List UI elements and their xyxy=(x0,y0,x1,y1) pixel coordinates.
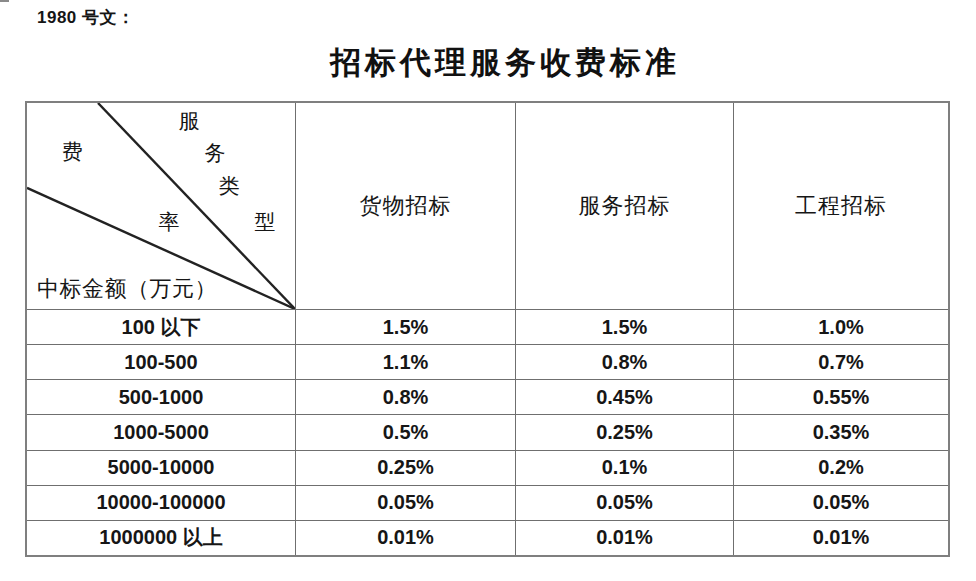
rate-cell: 0.25% xyxy=(515,414,733,449)
rate-cell: 0.2% xyxy=(733,450,948,485)
column-header-works-bidding: 工程招标 xyxy=(733,103,948,309)
corner-label-service-type-char: 服 xyxy=(178,110,200,132)
rate-cell: 0.45% xyxy=(515,379,733,414)
corner-label-fee-rate-char: 费 xyxy=(61,141,83,163)
rate-cell: 0.05% xyxy=(295,485,515,520)
table-corner-cell: 服 务 类 型 费 率 中标金额（万元） xyxy=(27,103,295,309)
corner-label-service-type-char: 型 xyxy=(254,211,276,233)
scan-artifact-mark xyxy=(0,0,9,2)
rate-cell: 0.1% xyxy=(515,450,733,485)
rate-cell: 0.25% xyxy=(295,450,515,485)
column-header-goods-bidding: 货物招标 xyxy=(295,103,515,309)
rate-cell: 1.5% xyxy=(295,309,515,344)
rate-cell: 1.5% xyxy=(515,309,733,344)
row-range-cell: 1000-5000 xyxy=(27,414,295,449)
rate-cell: 0.7% xyxy=(733,344,948,379)
rate-cell: 0.8% xyxy=(515,344,733,379)
row-range-cell: 10000-100000 xyxy=(27,485,295,520)
rate-cell: 0.8% xyxy=(295,379,515,414)
rate-cell: 0.5% xyxy=(295,414,515,449)
row-range-cell: 100-500 xyxy=(27,344,295,379)
corner-label-service-type-char: 类 xyxy=(218,175,240,197)
row-range-cell: 100 以下 xyxy=(27,309,295,344)
corner-label-bid-amount: 中标金额（万元） xyxy=(37,274,217,304)
document-page: 1980 号文： 招标代理服务收费标准 服 务 类 型 费 率 中标金额（万元）… xyxy=(0,0,976,581)
rate-cell: 0.01% xyxy=(515,520,733,555)
rate-cell: 0.35% xyxy=(733,414,948,449)
page-title: 招标代理服务收费标准 xyxy=(0,42,976,84)
doc-number-label: 1980 号文： xyxy=(37,6,135,29)
row-range-cell: 1000000 以上 xyxy=(27,520,295,555)
corner-label-service-type-char: 务 xyxy=(204,142,226,164)
rate-cell: 0.01% xyxy=(733,520,948,555)
corner-label-fee-rate-char: 率 xyxy=(158,211,180,233)
rate-cell: 0.05% xyxy=(515,485,733,520)
fee-table: 服 务 类 型 费 率 中标金额（万元） 货物招标 服务招标 工程招标 100 … xyxy=(25,101,950,557)
row-range-cell: 500-1000 xyxy=(27,379,295,414)
row-range-cell: 5000-10000 xyxy=(27,450,295,485)
rate-cell: 0.05% xyxy=(733,485,948,520)
rate-cell: 0.01% xyxy=(295,520,515,555)
column-header-services-bidding: 服务招标 xyxy=(515,103,733,309)
rate-cell: 1.0% xyxy=(733,309,948,344)
rate-cell: 0.55% xyxy=(733,379,948,414)
rate-cell: 1.1% xyxy=(295,344,515,379)
